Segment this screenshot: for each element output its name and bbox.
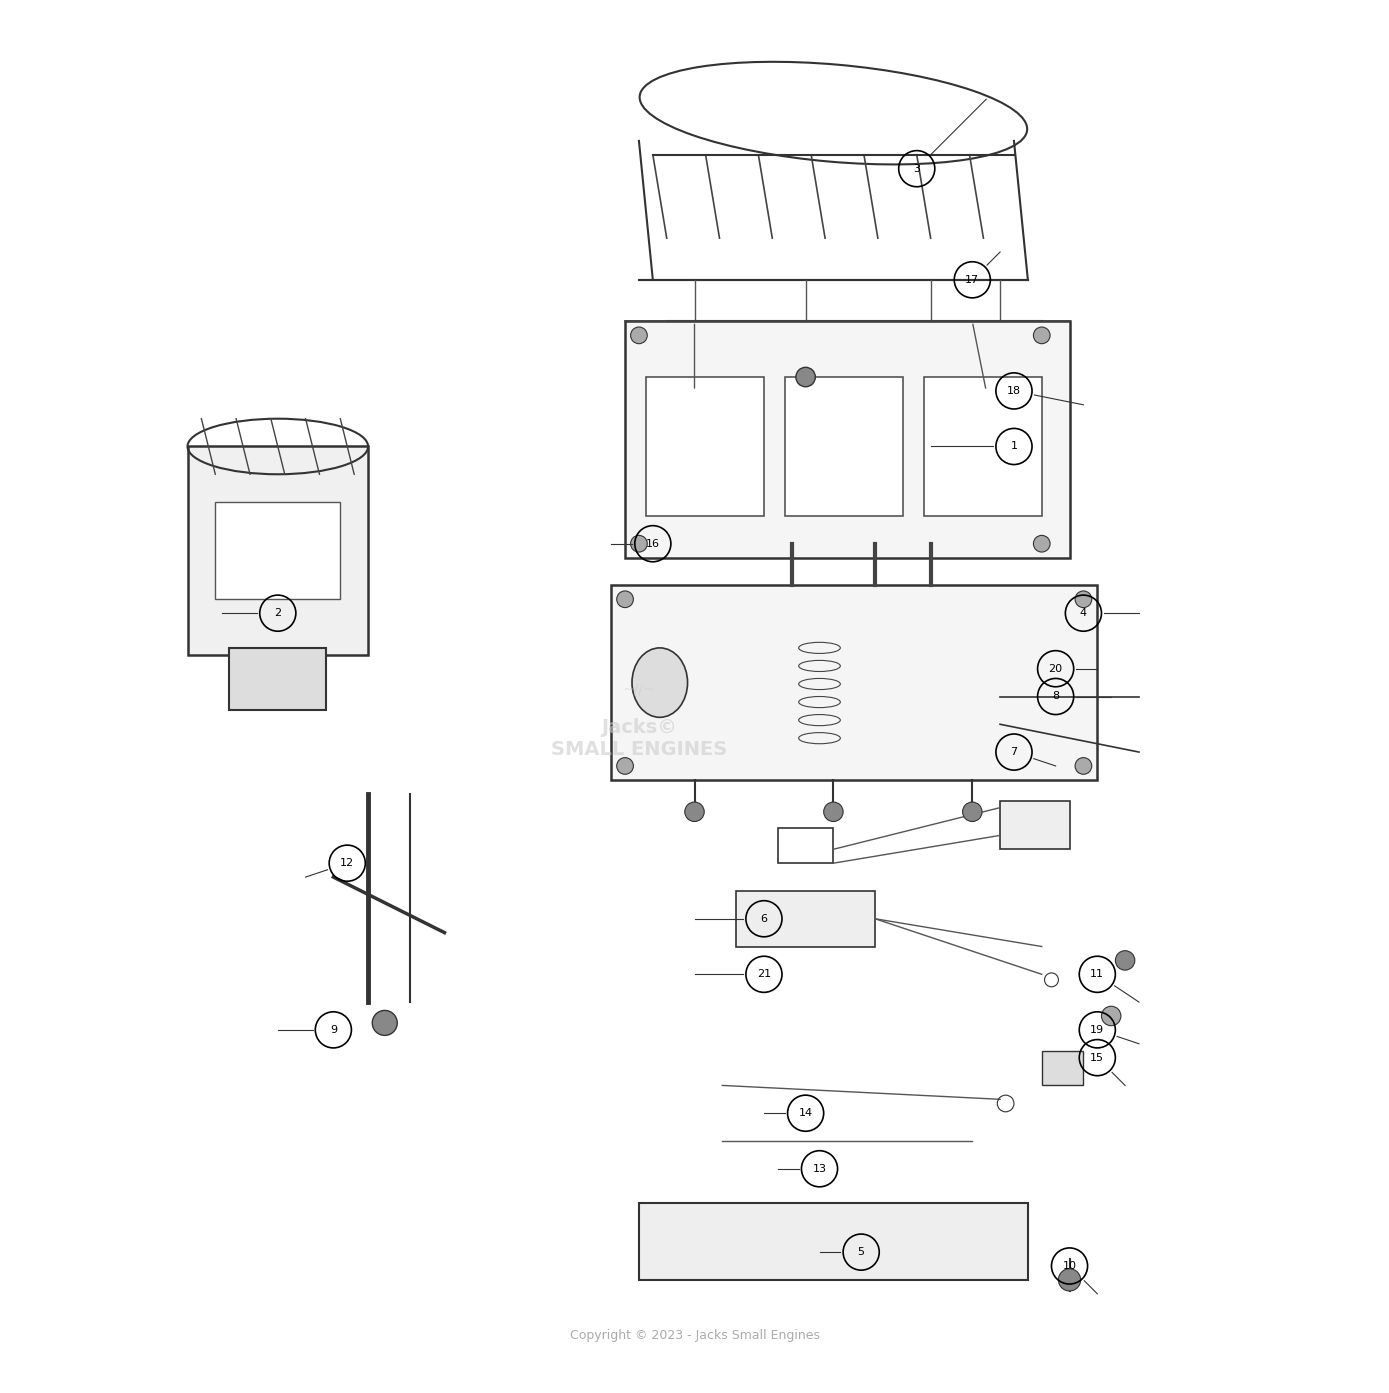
Text: 1: 1 <box>1010 442 1018 451</box>
Text: 21: 21 <box>757 970 771 979</box>
Text: 16: 16 <box>646 539 660 549</box>
Circle shape <box>1101 1006 1121 1025</box>
Text: 8: 8 <box>1051 691 1060 702</box>
Circle shape <box>1033 535 1050 552</box>
Text: 13: 13 <box>813 1163 826 1174</box>
Circle shape <box>824 802 843 822</box>
Text: ~//~: ~//~ <box>622 683 656 696</box>
Text: 12: 12 <box>340 858 354 868</box>
Circle shape <box>617 758 633 775</box>
FancyBboxPatch shape <box>229 648 326 710</box>
Text: 15: 15 <box>1090 1053 1104 1063</box>
Text: Copyright © 2023 - Jacks Small Engines: Copyright © 2023 - Jacks Small Engines <box>569 1329 820 1341</box>
Text: 4: 4 <box>1079 609 1088 618</box>
FancyBboxPatch shape <box>646 378 764 515</box>
FancyBboxPatch shape <box>625 322 1070 557</box>
Text: 14: 14 <box>799 1109 813 1119</box>
Circle shape <box>796 368 815 387</box>
Text: Jacks©
SMALL ENGINES: Jacks© SMALL ENGINES <box>551 717 726 759</box>
Ellipse shape <box>632 648 688 717</box>
Circle shape <box>963 802 982 822</box>
Text: 2: 2 <box>274 609 282 618</box>
FancyBboxPatch shape <box>736 892 875 946</box>
FancyBboxPatch shape <box>611 585 1097 780</box>
Circle shape <box>1075 758 1092 775</box>
Text: 9: 9 <box>329 1025 338 1035</box>
Circle shape <box>631 327 647 344</box>
Text: 7: 7 <box>1010 747 1018 756</box>
FancyBboxPatch shape <box>639 1204 1028 1280</box>
Text: 10: 10 <box>1063 1261 1076 1270</box>
Text: 3: 3 <box>913 164 921 174</box>
Circle shape <box>1115 950 1135 970</box>
Text: 5: 5 <box>857 1247 865 1256</box>
FancyBboxPatch shape <box>215 501 340 599</box>
Circle shape <box>617 591 633 607</box>
Circle shape <box>1075 591 1092 607</box>
FancyBboxPatch shape <box>924 378 1042 515</box>
Circle shape <box>1033 327 1050 344</box>
Text: 17: 17 <box>965 274 979 284</box>
Text: 19: 19 <box>1090 1025 1104 1035</box>
Text: 18: 18 <box>1007 386 1021 396</box>
FancyBboxPatch shape <box>785 378 903 515</box>
Text: 20: 20 <box>1049 663 1063 674</box>
Circle shape <box>685 802 704 822</box>
Circle shape <box>372 1010 397 1035</box>
FancyBboxPatch shape <box>1000 801 1070 850</box>
Circle shape <box>1058 1269 1081 1291</box>
FancyBboxPatch shape <box>1042 1050 1083 1085</box>
FancyBboxPatch shape <box>188 447 368 655</box>
Text: 11: 11 <box>1090 970 1104 979</box>
Text: 6: 6 <box>760 914 768 924</box>
Circle shape <box>631 535 647 552</box>
